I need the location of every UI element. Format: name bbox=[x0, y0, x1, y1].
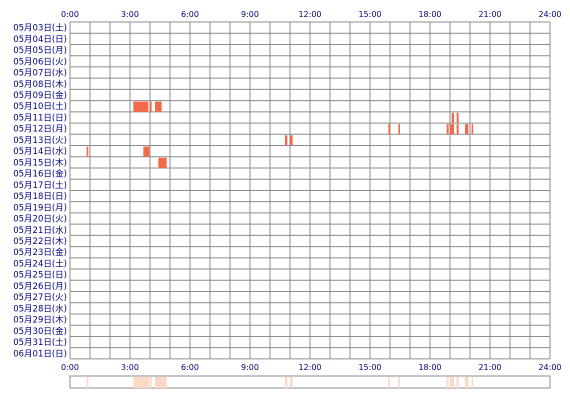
row-label: 05月30日(金) bbox=[13, 326, 67, 337]
summary-mark bbox=[158, 377, 167, 388]
summary-mark bbox=[86, 377, 89, 388]
summary-mark bbox=[446, 377, 449, 388]
event-mark bbox=[446, 124, 449, 135]
row-label: 05月31日(土) bbox=[13, 337, 67, 348]
row-label: 05月07日(水) bbox=[13, 68, 67, 79]
row-label: 05月11日(日) bbox=[13, 113, 67, 123]
x-tick-label-bottom: 9:00 bbox=[241, 363, 259, 372]
summary-mark bbox=[398, 377, 400, 388]
row-label: 05月25日(日) bbox=[13, 271, 67, 281]
row-label: 05月20日(火) bbox=[13, 215, 67, 225]
row-label: 05月21日(水) bbox=[13, 225, 67, 236]
row-label: 05月19日(月) bbox=[13, 203, 67, 213]
row-label: 06月01日(日) bbox=[13, 349, 67, 359]
event-mark bbox=[456, 112, 459, 124]
row-label: 05月10日(土) bbox=[13, 101, 67, 112]
event-mark bbox=[471, 124, 474, 135]
x-tick-label-top: 12:00 bbox=[298, 10, 321, 19]
event-mark bbox=[450, 124, 454, 135]
event-mark bbox=[451, 112, 454, 124]
event-mark bbox=[150, 101, 152, 112]
row-label: 05月17日(土) bbox=[13, 180, 67, 191]
row-label: 05月26日(月) bbox=[13, 282, 67, 292]
x-tick-label-top: 0:00 bbox=[61, 10, 79, 19]
summary-mark bbox=[133, 377, 149, 388]
row-label: 05月14日(水) bbox=[13, 146, 67, 157]
row-label: 05月22日(木) bbox=[13, 236, 67, 247]
summary-mark bbox=[143, 377, 150, 388]
event-mark bbox=[456, 124, 459, 135]
summary-mark bbox=[465, 377, 469, 388]
x-axis-ticks: 0:00 0:00 3:00 3:00 6:00 6:00 9:00 9:00 12:00 12:… bbox=[61, 10, 562, 372]
summary-mark bbox=[471, 377, 474, 388]
x-tick-label-top: 15:00 bbox=[358, 10, 381, 19]
grid-lines bbox=[69, 21, 551, 360]
event-mark bbox=[155, 101, 162, 112]
x-tick-label-bottom: 18:00 bbox=[418, 363, 441, 372]
x-tick-label-top: 9:00 bbox=[241, 10, 259, 19]
x-tick-label-bottom: 6:00 bbox=[181, 363, 199, 372]
row-label: 05月27日(火) bbox=[13, 293, 67, 303]
row-label: 05月13日(火) bbox=[13, 136, 67, 146]
x-tick-label-bottom: 12:00 bbox=[298, 363, 321, 372]
event-mark bbox=[285, 135, 288, 146]
event-mark bbox=[158, 157, 167, 168]
summary-mark bbox=[290, 377, 293, 388]
row-label: 05月15日(木) bbox=[13, 157, 67, 168]
x-tick-label-top: 18:00 bbox=[418, 10, 441, 19]
x-tick-label-bottom: 0:00 bbox=[61, 363, 79, 372]
event-mark bbox=[86, 146, 89, 157]
row-label: 05月05日(月) bbox=[13, 46, 67, 56]
x-tick-label-top: 6:00 bbox=[181, 10, 199, 19]
event-mark bbox=[290, 135, 293, 146]
summary-mark bbox=[450, 377, 454, 388]
event-mark bbox=[143, 146, 150, 157]
event-marks bbox=[86, 101, 474, 168]
event-mark bbox=[133, 101, 149, 112]
row-label: 05月03日(土) bbox=[13, 23, 67, 34]
summary-mark bbox=[456, 377, 459, 388]
row-label: 05月09日(金) bbox=[13, 90, 67, 101]
x-tick-label-top: 24:00 bbox=[538, 10, 561, 19]
row-label: 05月29日(木) bbox=[13, 315, 67, 326]
summary-mark bbox=[388, 377, 390, 388]
row-label: 05月18日(日) bbox=[13, 192, 67, 202]
row-label: 05月12日(月) bbox=[13, 125, 67, 135]
row-label: 05月08日(木) bbox=[13, 79, 67, 90]
x-tick-label-bottom: 3:00 bbox=[121, 363, 139, 372]
event-mark bbox=[465, 124, 469, 135]
row-label: 05月24日(土) bbox=[13, 258, 67, 269]
x-tick-label-bottom: 21:00 bbox=[478, 363, 501, 372]
x-tick-label-top: 3:00 bbox=[121, 10, 139, 19]
event-mark bbox=[398, 124, 400, 135]
x-tick-label-bottom: 15:00 bbox=[358, 363, 381, 372]
row-label: 05月16日(金) bbox=[13, 169, 67, 180]
row-label: 05月04日(日) bbox=[13, 35, 67, 45]
summary-mark bbox=[150, 377, 152, 388]
summary-mark bbox=[285, 377, 288, 388]
summary-bar bbox=[69, 375, 551, 389]
row-label: 05月06日(火) bbox=[13, 57, 67, 67]
row-label: 05月23日(金) bbox=[13, 247, 67, 258]
event-mark bbox=[388, 124, 390, 135]
row-labels: 05月03日(土)05月04日(日)05月05日(月)05月06日(火)05月0… bbox=[13, 23, 67, 360]
x-tick-label-bottom: 24:00 bbox=[538, 363, 561, 372]
row-label: 05月28日(水) bbox=[13, 303, 67, 314]
x-tick-label-top: 21:00 bbox=[478, 10, 501, 19]
summary-marks bbox=[86, 377, 474, 388]
